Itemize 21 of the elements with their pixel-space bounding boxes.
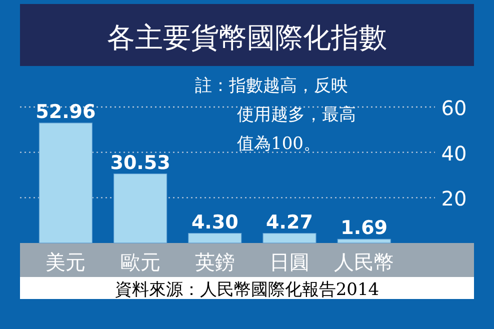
- data-label: 4.27: [266, 211, 313, 234]
- bar: [337, 238, 391, 244]
- x-tick-label: 日圓: [270, 250, 310, 274]
- source-note: 資料來源：人民幣國際化報告2014: [114, 280, 380, 300]
- chart-title: 各主要貨幣國際化指數: [107, 21, 387, 54]
- y-tick-label: 20: [441, 186, 467, 211]
- annotation: 註：指數越高，反映使用越多，最高值為100。: [195, 76, 356, 154]
- y-tick-label: 60: [441, 96, 467, 120]
- x-tick-label: 英鎊: [194, 250, 235, 274]
- x-tick-label: 美元: [46, 250, 86, 274]
- data-label: 1.69: [340, 217, 388, 240]
- bar: [114, 174, 168, 244]
- x-tick-label: 人民幣: [334, 250, 394, 274]
- x-tick-label: 歐元: [120, 250, 160, 274]
- bar: [188, 232, 242, 244]
- bar: [38, 122, 92, 244]
- bar: [262, 233, 316, 244]
- data-label: 30.53: [110, 152, 170, 174]
- data-label: 52.96: [36, 100, 96, 123]
- data-label: 4.30: [191, 211, 238, 234]
- y-tick-label: 40: [441, 141, 467, 166]
